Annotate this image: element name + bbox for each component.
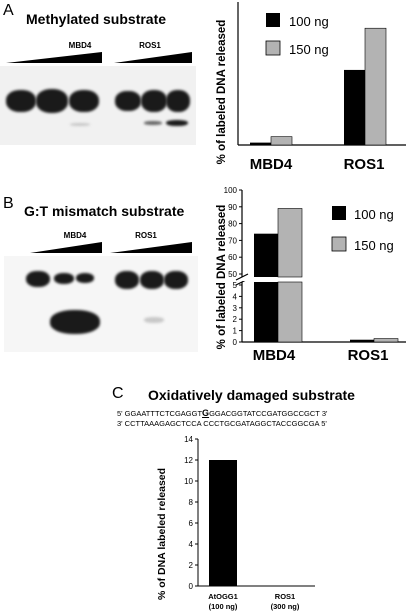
panel-b-concentration-wedges <box>30 242 192 253</box>
panel-b-bar-mbd4-150ng-upper <box>277 208 303 278</box>
panel-b-upper-tick-label: 60 <box>228 253 237 262</box>
panel-a-blot-label-mbd4: MBD4 <box>68 41 92 50</box>
panel-a-bar-mbd4-100ng <box>250 142 271 145</box>
panel-a-chart: % of labeled DNA released 100 ng 150 ng … <box>216 2 406 173</box>
panel-c-chart: % of DNA labeled released 0 2 4 6 8 10 12 14 At… <box>156 435 315 611</box>
panel-a-concentration-wedges <box>6 52 192 63</box>
panel-a-legend-swatch-150ng <box>265 40 281 56</box>
panel-a-legend-150ng: 150 ng <box>289 42 329 57</box>
panel-c-x-label-atogg1: AtOGG1 <box>208 592 238 601</box>
panel-c-y-axis-label: % of DNA labeled released <box>156 468 168 600</box>
panel-b-legend-swatch-150ng <box>331 236 347 252</box>
panel-b-lower-tick-label: 1 <box>233 327 238 336</box>
panel-a-letter: A <box>3 2 14 19</box>
panel-c-tick-label: 4 <box>189 540 194 549</box>
panel-c-tick-label: 8 <box>189 498 194 507</box>
panel-b-upper-tick-label: 70 <box>228 236 237 245</box>
panel-a-bar-ros1-150ng <box>364 27 387 146</box>
panel-b-bar-mbd4-150ng-lower <box>277 281 303 343</box>
damaged-base-g: G <box>202 408 210 418</box>
panel-a-legend-swatch-100ng <box>266 13 280 27</box>
panel-c-sequence-bottom: 3' CCTTAAAGAGCTCCA CCCTGCGATAGGCTACCGGCG… <box>117 419 327 428</box>
panel-c-tick-label: 10 <box>184 477 193 486</box>
panel-b-lower-tick-label: 0 <box>233 338 238 347</box>
panel-c-x-label-ros1: ROS1 <box>275 592 295 601</box>
panel-b-lower-tick-label: 2 <box>233 315 238 324</box>
panel-c-axis: 0 2 4 6 8 10 12 14 <box>184 435 315 591</box>
panel-b-x-label-mbd4: MBD4 <box>253 347 296 364</box>
panel-c-letter: C <box>112 385 124 402</box>
panel-c-x-label-ros1-amount: (300 ng) <box>271 602 300 611</box>
panel-b-bar-mbd4-100ng-lower <box>254 282 278 342</box>
panel-b-upper-tick-label: 50 <box>228 270 237 279</box>
panel-c-tick-label: 0 <box>189 582 194 591</box>
panel-a-x-label-ros1: ROS1 <box>344 156 385 173</box>
panel-b-upper-tick-label: 90 <box>228 203 237 212</box>
panel-a-bar-ros1-100ng <box>344 69 365 145</box>
panel-a-gel-blot <box>0 66 196 145</box>
panel-b-legend-100ng: 100 ng <box>354 207 394 222</box>
panel-a-title: Methylated substrate <box>26 11 167 27</box>
panel-c-title: Oxidatively damaged substrate <box>148 387 355 403</box>
panel-a-legend-100ng: 100 ng <box>289 14 329 29</box>
panel-b-y-axis-label: % of labeled DNA released <box>216 205 228 350</box>
panel-b-bar-ros1-150ng <box>373 338 399 343</box>
panel-b-title: G:T mismatch substrate <box>24 203 185 219</box>
panel-c-bar-atogg1 <box>209 460 237 586</box>
panel-a-x-label-mbd4: MBD4 <box>250 156 293 173</box>
panel-a-bar-mbd4-150ng <box>270 136 293 146</box>
panel-b-blot-label-mbd4: MBD4 <box>63 231 87 240</box>
panel-b-gel-blot <box>4 256 198 352</box>
panel-b-letter: B <box>3 195 14 212</box>
panel-b-x-label-ros1: ROS1 <box>348 347 389 364</box>
panel-c-tick-label: 6 <box>189 519 194 528</box>
panel-b-bar-mbd4-100ng-upper <box>254 233 278 277</box>
panel-b-upper-tick-label: 100 <box>224 186 238 195</box>
panel-b-upper-tick-label: 80 <box>228 220 237 229</box>
panel-c-tick-label: 2 <box>189 561 194 570</box>
panel-b-lower-tick-label: 3 <box>233 304 238 313</box>
panel-b-legend-swatch-100ng <box>332 206 346 220</box>
panel-b-lower-tick-label: 4 <box>233 292 238 301</box>
panel-c-x-label-atogg1-amount: (100 ng) <box>209 602 238 611</box>
panel-b-axis-break <box>235 273 249 281</box>
panel-b-lower-tick-label: 5 <box>233 281 238 290</box>
panel-c-tick-label: 14 <box>184 435 193 444</box>
panel-b-break-gap <box>243 278 407 281</box>
panel-b-chart: % of labeled DNA released 50 60 70 80 90 100 0… <box>216 186 407 364</box>
panel-c-tick-label: 12 <box>184 456 193 465</box>
panel-b-blot-label-ros1: ROS1 <box>135 231 157 240</box>
panel-c-sequence-top: 5' GGAATTTCTCGAGGTGGGACGGTATCCGATGGCCGCT… <box>117 408 328 418</box>
panel-b-bar-ros1-100ng <box>350 339 374 342</box>
panel-a-blot-label-ros1: ROS1 <box>139 41 161 50</box>
panel-a-y-axis-label: % of labeled DNA released <box>216 20 228 165</box>
panel-b-legend-150ng: 150 ng <box>354 238 394 253</box>
